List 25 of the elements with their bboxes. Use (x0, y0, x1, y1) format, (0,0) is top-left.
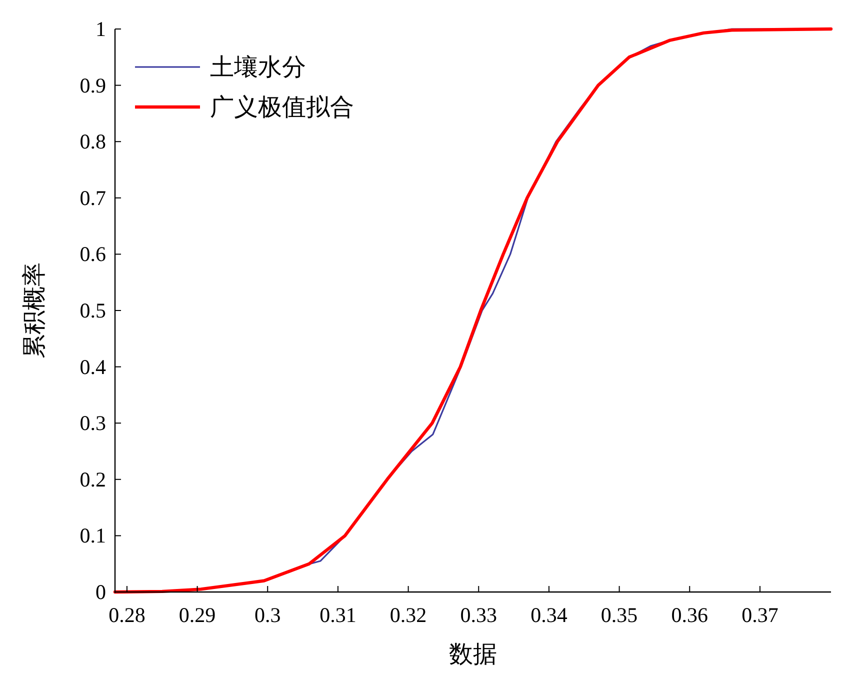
y-tick-label: 0.2 (80, 467, 106, 492)
x-tick-label: 0.34 (530, 603, 568, 627)
x-tick-label: 0.36 (671, 603, 708, 627)
legend-label: 土壤水分 (210, 54, 306, 81)
legend-label: 广义极值拟合 (210, 94, 354, 121)
x-tick-label: 0.32 (390, 603, 427, 627)
y-tick-label: 0.3 (80, 411, 106, 436)
y-axis-title: 累积概率 (21, 262, 48, 358)
y-tick-label: 0.8 (80, 130, 106, 154)
y-tick-label: 0.4 (80, 354, 106, 379)
x-tick-label: 0.3 (254, 603, 281, 627)
x-tick-label: 0.35 (600, 603, 638, 627)
y-tick-label: 0.6 (80, 242, 106, 266)
y-tick-label: 0.9 (80, 73, 106, 98)
y-tick-label: 0.7 (80, 186, 106, 210)
y-tick-label: 0 (96, 580, 106, 604)
x-axis-title: 数据 (449, 642, 497, 668)
y-tick-label: 0.5 (80, 298, 106, 322)
y-tick-label: 1 (96, 17, 106, 41)
x-tick-label: 0.29 (178, 603, 216, 627)
x-tick-label: 0.28 (108, 603, 146, 627)
x-tick-label: 0.33 (460, 603, 497, 627)
x-tick-label: 0.37 (742, 603, 778, 627)
x-tick-label: 0.31 (320, 603, 356, 627)
y-tick-label: 0.1 (80, 524, 106, 548)
